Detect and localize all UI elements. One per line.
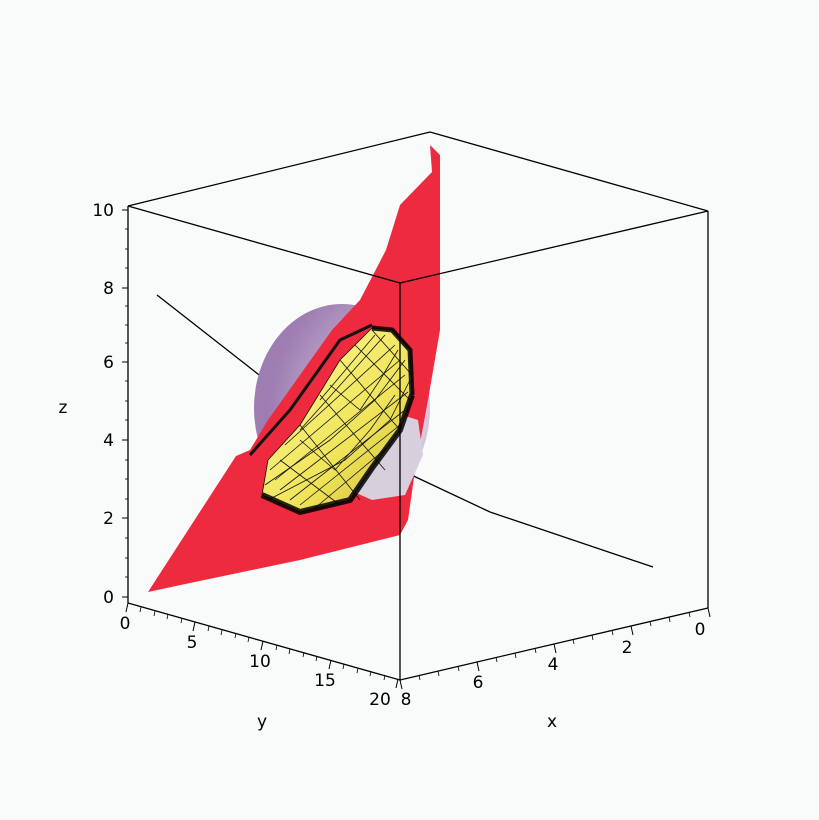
y-tick-10: 10 (249, 652, 271, 672)
y-tick-5: 5 (187, 633, 198, 653)
z-tick-2: 2 (103, 509, 114, 529)
mesh-surface (248, 323, 415, 516)
x-tick-4: 4 (548, 655, 559, 675)
bounding-box-back (127, 131, 709, 568)
x-tick-6: 6 (473, 673, 484, 693)
y-axis: 0 5 10 15 20 y (120, 602, 399, 732)
x-axis-label: x (547, 712, 557, 732)
z-tick-0: 0 (103, 588, 114, 608)
z-tick-4: 4 (103, 431, 114, 451)
bounding-box-front (127, 205, 709, 681)
x-tick-8: 8 (401, 690, 412, 710)
z-axis-label: z (59, 398, 68, 418)
y-tick-20: 20 (369, 690, 391, 710)
axis-line-back (156, 294, 273, 386)
z-axis: 0 2 4 6 8 10 z (59, 201, 128, 608)
x-tick-2: 2 (622, 638, 633, 658)
z-tick-6: 6 (103, 353, 114, 373)
y-tick-0: 0 (120, 614, 131, 634)
x-tick-0: 0 (695, 620, 706, 640)
axis-line-right (404, 471, 491, 513)
y-axis-label: y (257, 712, 267, 732)
x-axis: 8 6 4 2 0 x (399, 607, 711, 732)
z-tick-8: 8 (103, 279, 114, 299)
z-tick-10: 10 (92, 201, 114, 221)
y-tick-15: 15 (314, 671, 336, 691)
